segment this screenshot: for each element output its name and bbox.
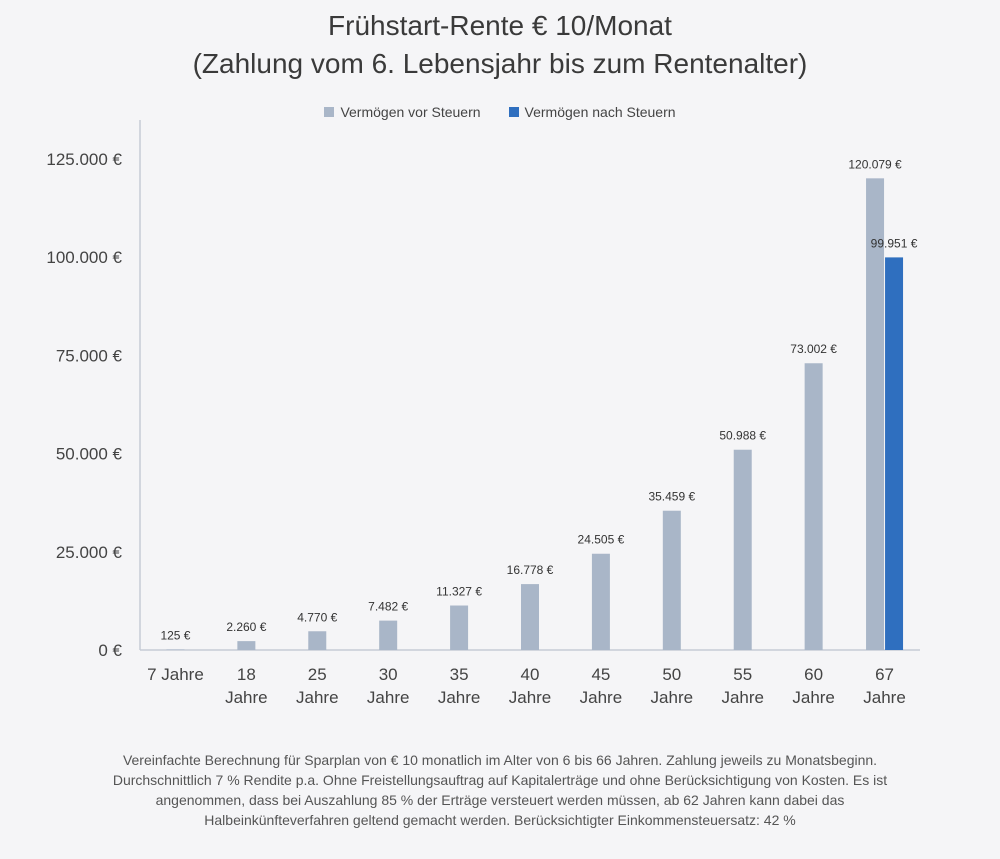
x-tick-label: 40 Jahre (509, 665, 552, 707)
data-label: 35.459 € (648, 490, 695, 504)
data-label: 24.505 € (578, 533, 625, 547)
data-label: 2.260 € (226, 620, 266, 634)
legend: Vermögen vor Steuern Vermögen nach Steue… (0, 104, 1000, 120)
x-tick-label: 55 Jahre (721, 665, 764, 707)
bar-before-tax (866, 178, 885, 650)
legend-label-after-tax: Vermögen nach Steuern (524, 104, 676, 120)
bar-before-tax (733, 449, 752, 650)
bar-before-tax (521, 584, 539, 650)
y-tick-label: 75.000 € (56, 346, 123, 365)
data-label: 99.951 € (871, 236, 918, 250)
data-label: 11.327 € (436, 585, 482, 599)
legend-swatch-before-tax (324, 107, 335, 117)
legend-item-after-tax: Vermögen nach Steuern (508, 104, 676, 120)
chart-title: Frühstart-Rente € 10/Monat (328, 10, 672, 41)
legend-item-before-tax: Vermögen vor Steuern (324, 104, 481, 120)
data-label: 73.002 € (790, 342, 837, 356)
y-tick-label: 125.000 € (46, 150, 122, 169)
y-tick-label: 100.000 € (46, 248, 122, 267)
bar-before-tax (591, 553, 610, 650)
bar-before-tax (379, 620, 398, 650)
bar-chart: 0 € 25.000 € 50.000 € 75.000 € 100.000 € 125.… (46, 120, 920, 707)
bar-before-tax (237, 641, 256, 650)
chart-subtitle: (Zahlung vom 6. Lebensjahr bis zum Rente… (192, 48, 808, 79)
data-label: 7.482 € (368, 600, 408, 614)
x-tick-label: 50 Jahre (651, 665, 694, 707)
x-tick-label: 30 Jahre (367, 665, 410, 707)
x-tick-label: 7 Jahre (147, 665, 204, 684)
legend-swatch-after-tax (508, 107, 519, 117)
data-label: 16.778 € (507, 563, 554, 577)
data-label: 120.079 € (848, 157, 902, 171)
bar-before-tax (662, 510, 681, 650)
data-label: 4.770 € (297, 610, 337, 624)
bar-before-tax (804, 363, 823, 650)
bar-after-tax (885, 257, 904, 650)
y-tick-label: 0 € (98, 641, 122, 660)
y-tick-label: 25.000 € (56, 543, 123, 562)
data-label: 50.988 € (719, 429, 766, 443)
x-tick-label: 45 Jahre (580, 665, 623, 707)
y-tick-label: 50.000 € (56, 445, 123, 464)
x-tick-label: 67 Jahre (863, 665, 906, 707)
bar-before-tax (450, 605, 469, 650)
x-tick-label: 60 Jahre (792, 665, 835, 707)
footnote: Vereinfachte Berechnung für Sparplan von… (112, 752, 888, 828)
bar-before-tax (308, 631, 327, 650)
legend-label-before-tax: Vermögen vor Steuern (340, 104, 481, 120)
data-label: 125 € (160, 629, 190, 643)
x-tick-label: 25 Jahre (296, 665, 339, 707)
x-tick-label: 18 Jahre (225, 665, 268, 707)
x-tick-label: 35 Jahre (438, 665, 481, 707)
